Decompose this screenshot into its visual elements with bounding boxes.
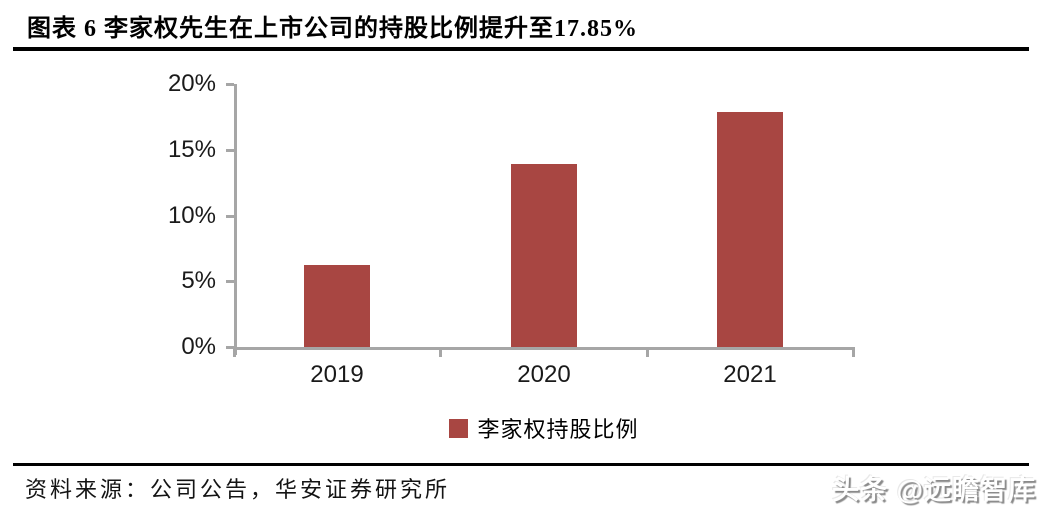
x-axis-tick	[645, 347, 649, 357]
figure-title: 图表 6 李家权先生在上市公司的持股比例提升至17.85%	[27, 16, 638, 42]
x-axis-tick	[852, 347, 855, 357]
y-axis-tick-label: 0%	[181, 333, 216, 360]
x-axis-line	[234, 347, 855, 350]
legend-label: 李家权持股比例	[477, 417, 639, 442]
y-axis-tick	[226, 214, 234, 218]
y-axis-line	[234, 84, 237, 355]
y-axis-tick	[226, 83, 234, 86]
title-divider	[13, 47, 1029, 51]
y-axis-tick-label: 15%	[167, 135, 216, 163]
footer-divider	[13, 463, 1029, 466]
legend-swatch-icon	[449, 418, 469, 438]
y-axis-tick-label: 5%	[181, 267, 216, 295]
y-axis-tick-label: 20%	[167, 70, 216, 97]
x-axis-tick	[233, 347, 236, 357]
watermark: 头条 @远瞻智库	[832, 475, 1036, 505]
x-axis-tick	[439, 347, 443, 357]
y-axis-tick	[226, 346, 234, 349]
x-axis-label-2019: 2019	[310, 361, 364, 388]
x-axis-label-2021: 2021	[723, 361, 777, 388]
y-axis-tick	[226, 280, 234, 284]
chart-legend: 李家权持股比例	[234, 413, 854, 443]
bar-2019	[304, 265, 370, 347]
x-axis-label-2020: 2020	[517, 361, 571, 388]
source-note: 资料来源：公司公告，华安证券研究所	[25, 477, 451, 502]
bar-2021	[717, 112, 783, 347]
y-axis-tick-label: 10%	[167, 201, 216, 229]
y-axis-tick	[226, 148, 234, 152]
bar-2020	[511, 164, 577, 347]
